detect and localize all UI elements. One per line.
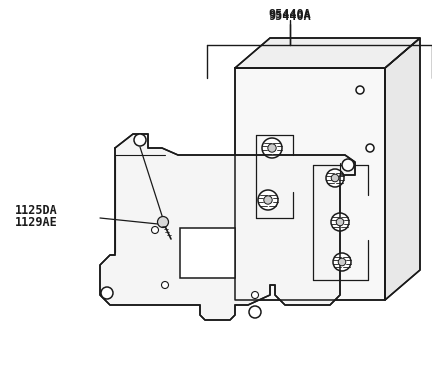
Circle shape xyxy=(162,281,168,288)
Polygon shape xyxy=(100,134,355,320)
Text: 95440A: 95440A xyxy=(269,8,311,20)
Circle shape xyxy=(262,138,282,158)
Polygon shape xyxy=(235,38,420,68)
Text: 1125DA: 1125DA xyxy=(15,204,58,216)
Circle shape xyxy=(326,169,344,187)
Circle shape xyxy=(158,216,168,227)
Circle shape xyxy=(152,227,159,234)
Circle shape xyxy=(251,292,258,299)
Polygon shape xyxy=(235,68,385,300)
Circle shape xyxy=(258,190,278,210)
Polygon shape xyxy=(385,38,420,300)
Circle shape xyxy=(338,258,346,266)
Polygon shape xyxy=(180,228,235,278)
Circle shape xyxy=(264,196,272,204)
Circle shape xyxy=(101,287,113,299)
Circle shape xyxy=(333,253,351,271)
Text: 95440A: 95440A xyxy=(269,9,311,23)
Circle shape xyxy=(342,159,354,171)
Circle shape xyxy=(331,174,339,182)
Circle shape xyxy=(356,86,364,94)
Circle shape xyxy=(366,144,374,152)
Circle shape xyxy=(331,213,349,231)
Text: 1129AE: 1129AE xyxy=(15,215,58,228)
Circle shape xyxy=(249,306,261,318)
Circle shape xyxy=(336,218,344,226)
Circle shape xyxy=(134,134,146,146)
Circle shape xyxy=(268,144,276,152)
